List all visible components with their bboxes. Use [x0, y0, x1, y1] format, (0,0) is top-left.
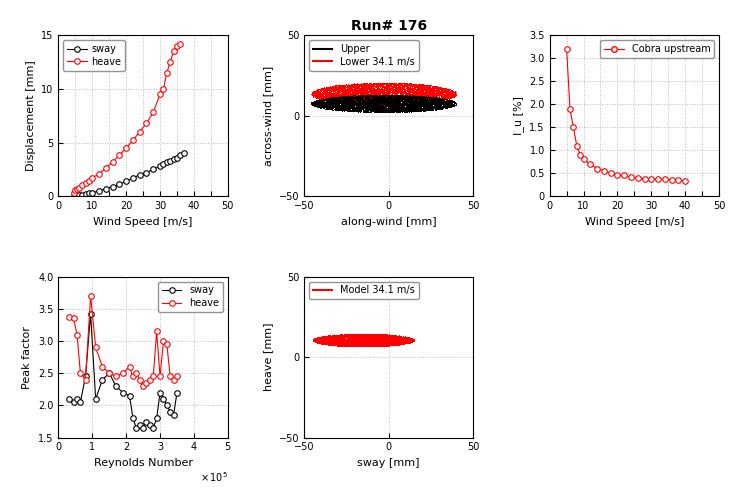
Legend: Upper, Lower 34.1 m/s: Upper, Lower 34.1 m/s [309, 40, 418, 71]
X-axis label: along-wind [mm]: along-wind [mm] [341, 217, 437, 226]
Y-axis label: heave [mm]: heave [mm] [263, 323, 273, 391]
Title: Run# 176: Run# 176 [350, 19, 427, 33]
Y-axis label: across-wind [mm]: across-wind [mm] [263, 65, 273, 166]
X-axis label: sway [mm]: sway [mm] [358, 458, 420, 468]
X-axis label: Wind Speed [m/s]: Wind Speed [m/s] [93, 217, 193, 226]
Text: $\times\,10^5$: $\times\,10^5$ [200, 470, 228, 483]
Y-axis label: Peak factor: Peak factor [23, 326, 32, 388]
Legend: Cobra upstream: Cobra upstream [601, 40, 714, 58]
Legend: sway, heave: sway, heave [158, 282, 223, 312]
Legend: sway, heave: sway, heave [64, 40, 126, 71]
X-axis label: Reynolds Number: Reynolds Number [93, 458, 193, 468]
Y-axis label: I_u [%]: I_u [%] [513, 96, 523, 135]
Y-axis label: Displacement [mm]: Displacement [mm] [26, 60, 36, 171]
X-axis label: Wind Speed [m/s]: Wind Speed [m/s] [585, 217, 684, 226]
Legend: Model 34.1 m/s: Model 34.1 m/s [309, 282, 418, 299]
